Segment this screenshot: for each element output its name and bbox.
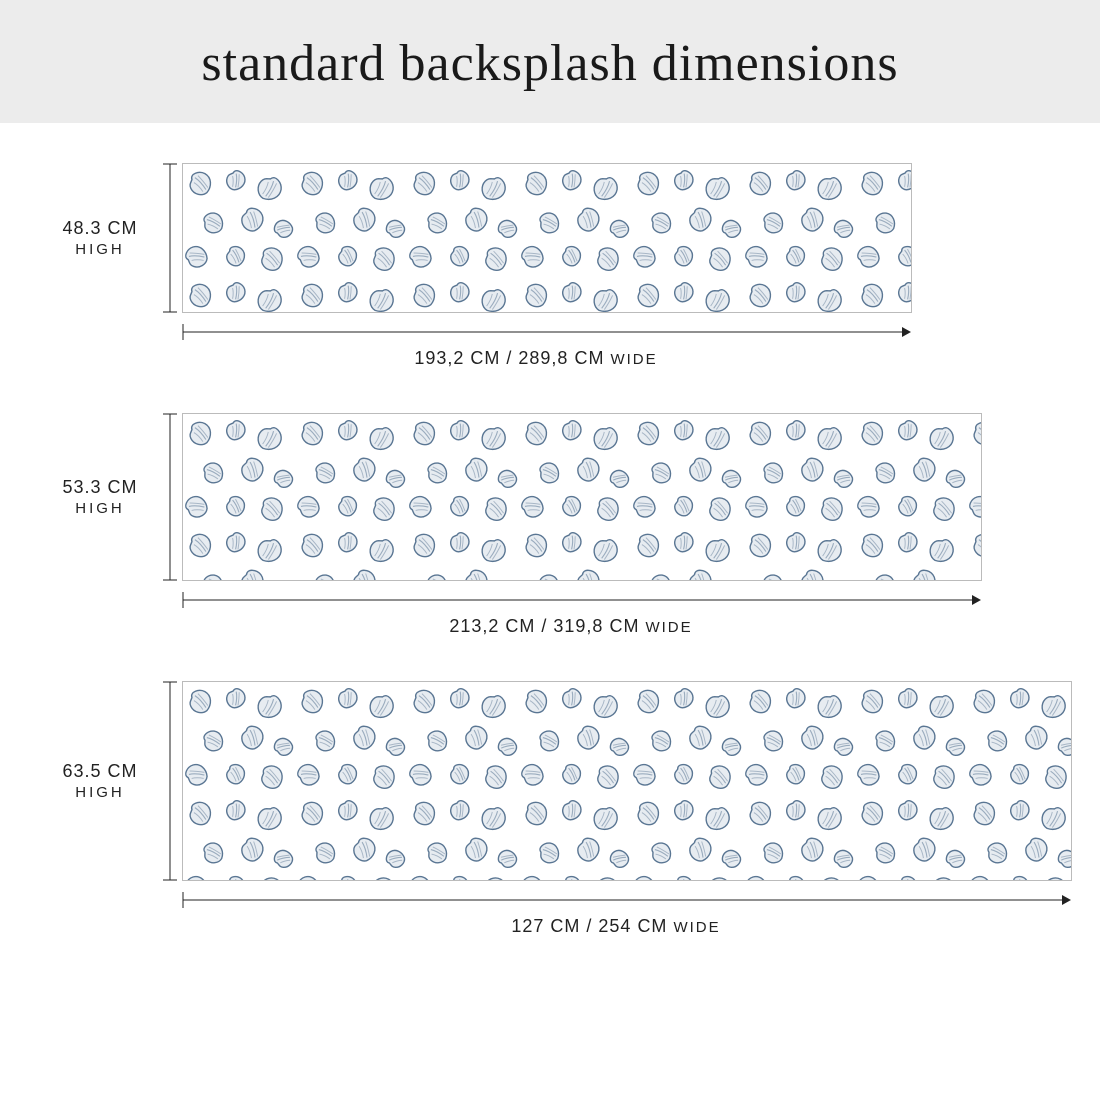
height-suffix: HIGH [40,784,160,801]
vertical-dimension-arrow [160,413,182,581]
oyster-pattern [183,164,911,312]
v-arrow-col [160,413,182,586]
backsplash-swatch [182,413,982,581]
panels-area: 48.3 CM HIGH 193,2 CM / 289,8 CM WIDE53.… [0,123,1100,937]
height-label: 63.5 CM HIGH [40,681,160,881]
width-suffix: WIDE [645,619,692,636]
height-value: 63.5 CM [40,761,160,782]
h-arrow-row [160,588,982,612]
height-label: 48.3 CM HIGH [40,163,160,313]
width-value: 193,2 CM / 289,8 CM [414,348,604,368]
height-value: 48.3 CM [40,218,160,239]
h-arrow-row [160,320,912,344]
dimension-wrap [160,681,1072,886]
width-label: 127 CM / 254 CM WIDE [160,916,1072,937]
height-label: 53.3 CM HIGH [40,413,160,581]
panel-row: 48.3 CM HIGH 193,2 CM / 289,8 CM WIDE [40,163,1060,369]
horizontal-dimension-arrow [182,588,982,612]
oyster-pattern [183,414,981,580]
panel-row: 63.5 CM HIGH 127 CM / 254 CM WIDE [40,681,1060,937]
width-value: 213,2 CM / 319,8 CM [449,616,639,636]
height-suffix: HIGH [40,500,160,517]
panel-row: 53.3 CM HIGH 213,2 CM / 319,8 CM WIDE [40,413,1060,637]
horizontal-dimension-arrow [182,888,1072,912]
height-suffix: HIGH [40,241,160,258]
width-label: 213,2 CM / 319,8 CM WIDE [160,616,982,637]
height-value: 53.3 CM [40,477,160,498]
panel-block: 127 CM / 254 CM WIDE [160,681,1072,937]
oyster-pattern [183,682,1071,880]
v-arrow-col [160,681,182,886]
backsplash-swatch [182,681,1072,881]
horizontal-dimension-arrow [182,320,912,344]
vertical-dimension-arrow [160,163,182,313]
header-band: standard backsplash dimensions [0,0,1100,123]
width-suffix: WIDE [610,351,657,368]
v-arrow-col [160,163,182,318]
width-value: 127 CM / 254 CM [511,916,667,936]
panel-block: 213,2 CM / 319,8 CM WIDE [160,413,982,637]
page-title: standard backsplash dimensions [0,34,1100,93]
backsplash-swatch [182,163,912,313]
width-label: 193,2 CM / 289,8 CM WIDE [160,348,912,369]
vertical-dimension-arrow [160,681,182,881]
width-suffix: WIDE [673,919,720,936]
panel-block: 193,2 CM / 289,8 CM WIDE [160,163,912,369]
h-arrow-row [160,888,1072,912]
dimension-wrap [160,163,912,318]
dimension-wrap [160,413,982,586]
